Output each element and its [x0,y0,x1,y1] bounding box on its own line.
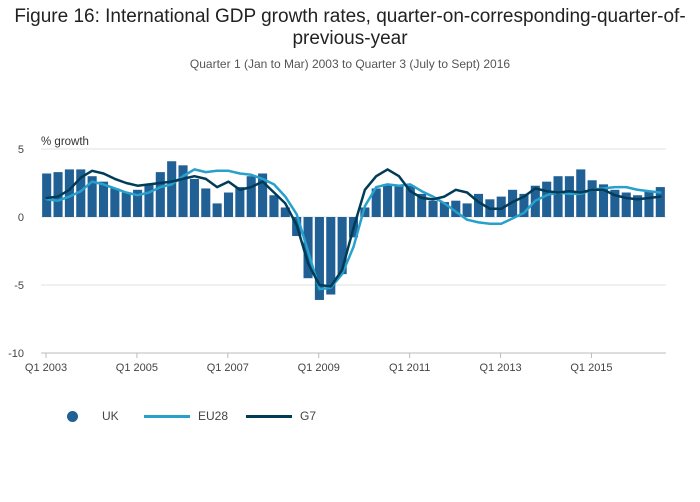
bar-uk [64,169,74,217]
chart-title: Figure 16: International GDP growth rate… [14,6,686,49]
bar-uk [258,173,268,217]
bar-uk [87,176,97,217]
bar-uk [98,181,109,217]
bar-uk [110,188,120,217]
bar-uk [621,192,631,217]
bar-uk [76,169,86,217]
x-tick-label: Q1 2015 [570,362,612,374]
legend-label-uk: UK [102,409,119,423]
bar-uk [417,193,427,217]
bar-uk [542,181,552,217]
bar-uk [383,184,393,217]
legend-swatch-eu28 [144,414,190,418]
legend-item-uk[interactable]: UK [67,407,119,425]
x-tick-label: Q1 2007 [207,362,249,374]
bar-uk [144,184,154,217]
bar-uk [280,207,290,217]
bar-uk [598,184,609,217]
bar-uk [405,185,415,217]
bar-uk [326,217,336,295]
bar-uk [189,178,199,217]
bar-uk [371,188,381,217]
bar-uk [246,176,256,217]
bar-uk [451,200,461,217]
bar-uk [519,193,529,217]
x-tick-label: Q1 2009 [298,362,340,374]
y-tick-label: 0 [18,212,24,224]
bar-uk [564,176,574,217]
bar-uk [53,172,63,217]
bar-uk [633,195,643,217]
bar-uk [473,193,484,217]
bar-uk [587,180,597,217]
line-g7 [45,168,662,288]
y-axis-label: % growth [41,136,89,148]
bar-uk [337,217,347,275]
bar-uk [394,185,404,217]
x-tick-label: Q1 2003 [25,362,67,374]
bar-uk [644,191,654,217]
bar-uk [133,189,143,217]
bar-uk [462,203,472,217]
bar-uk [360,207,370,217]
legend-swatch-uk [67,410,78,422]
x-tick-label: Q1 2013 [479,362,521,374]
legend-label-g7: G7 [300,409,317,423]
bar-uk [314,217,324,300]
bar-uk [428,200,438,217]
legend-swatch-g7 [246,414,292,418]
bar-uk [235,187,245,217]
bar-uk [42,173,52,217]
legend-item-eu28[interactable]: EU28 [144,407,228,425]
bar-uk [223,192,234,217]
legend-label-eu28: EU28 [198,409,229,423]
bar-uk [178,165,188,217]
bar-uk [201,188,211,217]
legend-item-g7[interactable]: G7 [246,407,316,425]
bar-uk [610,189,620,217]
y-tick-label: -5 [14,280,24,292]
bar-uk [553,176,563,217]
bar-uk [439,202,449,217]
x-tick-label: Q1 2011 [389,362,430,374]
bar-uk [155,172,165,217]
y-tick-label: -10 [8,348,24,360]
bar-uk [496,196,506,217]
bar-uk [121,192,131,217]
bar-uk [212,203,222,217]
x-tick-label: Q1 2005 [116,362,158,374]
bar-uk [167,161,177,217]
bar-uk [269,195,279,217]
y-tick-label: 5 [18,144,24,156]
chart-subtitle: Quarter 1 (Jan to Mar) 2003 to Quarter 3… [189,57,511,71]
bar-uk [655,187,665,217]
